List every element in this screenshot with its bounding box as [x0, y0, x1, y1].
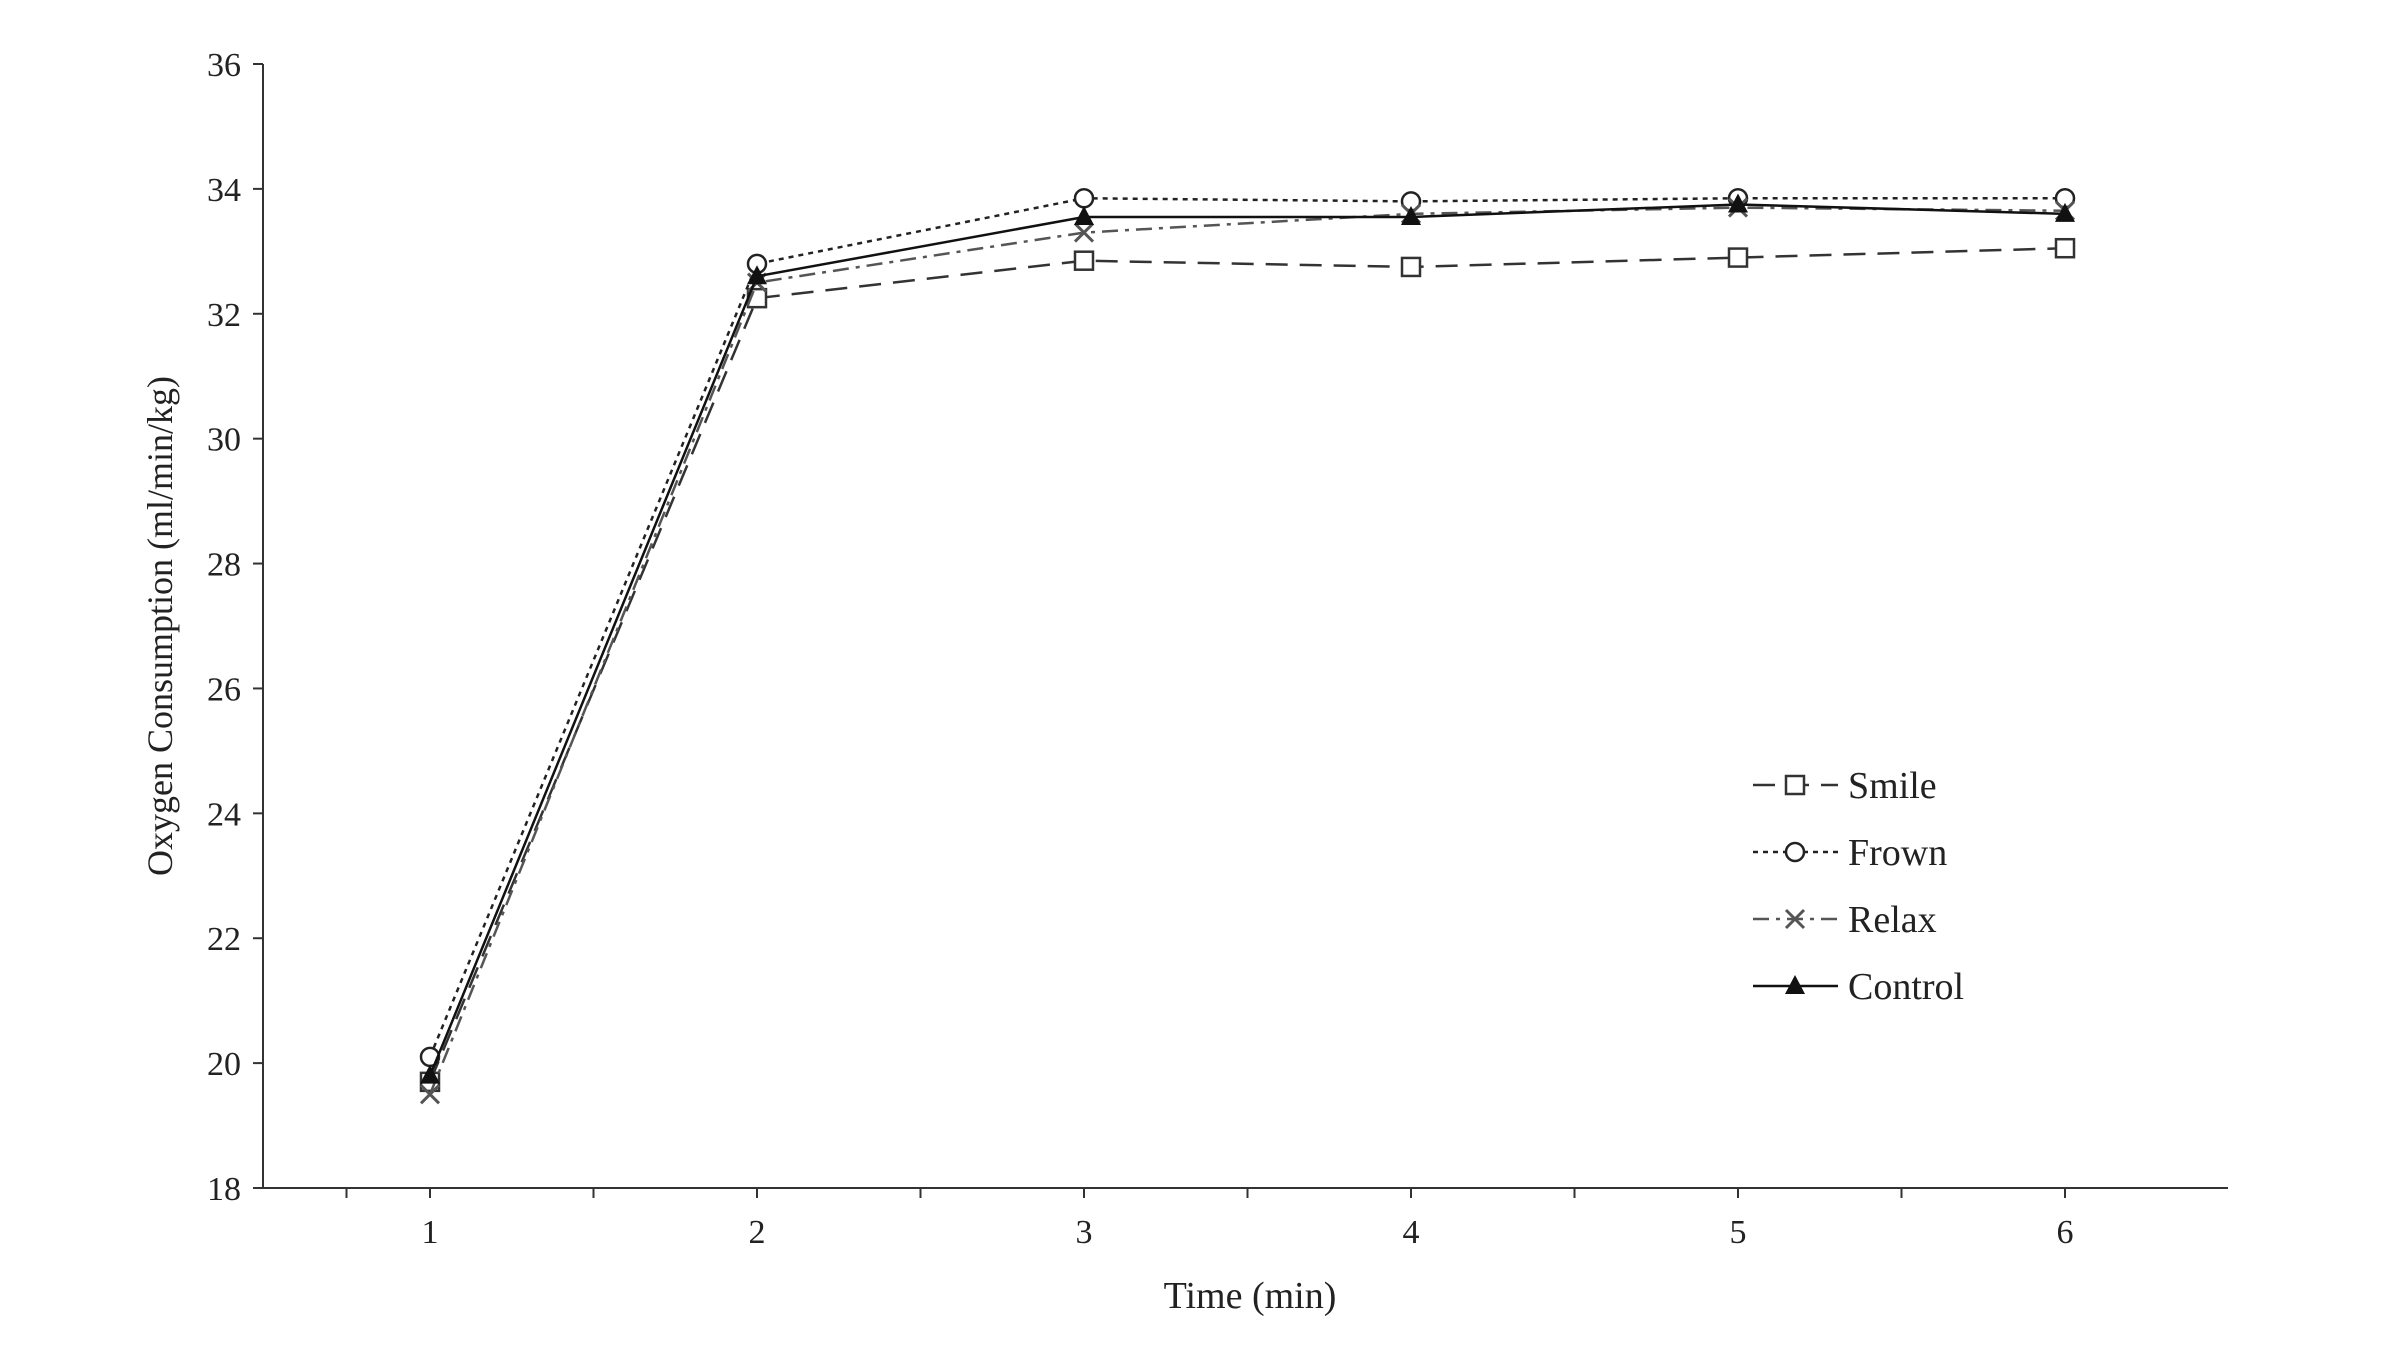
x-tick-label: 1 — [422, 1214, 439, 1251]
triangle-marker — [1728, 193, 1748, 213]
series-line — [428, 197, 2065, 1058]
legend: Smile Frown Relax Control — [1753, 765, 1964, 1008]
x-tick-label: 6 — [2057, 1214, 2074, 1251]
y-tick-label: 22 — [207, 921, 241, 958]
series-control — [420, 193, 2075, 1084]
series-relax — [419, 197, 2076, 1105]
triangle-marker — [420, 1064, 440, 1084]
x-axis-label: Time (min) — [1164, 1275, 1337, 1317]
legend-item-control: Control — [1753, 966, 1964, 1008]
square-marker — [1400, 256, 1422, 278]
y-tick-label: 36 — [207, 47, 241, 84]
triangle-marker — [2055, 202, 2075, 222]
square-marker — [2054, 237, 2076, 259]
square-marker — [1727, 247, 1749, 268]
x-tick-label: 4 — [1403, 1214, 1420, 1251]
y-tick-label: 20 — [207, 1046, 241, 1083]
legend-item-frown: Frown — [1753, 832, 1947, 874]
y-tick-label: 26 — [207, 671, 241, 708]
x-tick-label: 2 — [749, 1214, 766, 1251]
legend-item-smile: Smile — [1753, 765, 1937, 807]
x-tick-label: 5 — [1730, 1214, 1747, 1251]
x-marker — [1784, 908, 1806, 930]
circle-marker — [1784, 841, 1806, 863]
y-tick-label: 18 — [207, 1171, 241, 1208]
legend-label: Relax — [1848, 899, 1937, 941]
legend-label: Smile — [1848, 765, 1937, 807]
series-group — [419, 188, 2076, 1105]
square-marker — [1784, 774, 1806, 796]
y-tick-label: 30 — [207, 422, 241, 459]
triangle-marker — [747, 265, 767, 285]
series-line — [428, 203, 2066, 1077]
series-line — [428, 206, 2066, 1095]
y-tick-label: 24 — [207, 796, 241, 833]
legend-label: Frown — [1848, 832, 1947, 874]
triangle-marker — [1785, 975, 1805, 994]
series-line — [428, 246, 2066, 1083]
square-marker — [1073, 250, 1095, 271]
x-marker — [1073, 222, 1095, 243]
series-smile — [419, 237, 2076, 1093]
triangle-marker — [1401, 205, 1421, 225]
x-tick-label: 3 — [1076, 1214, 1093, 1251]
y-tick-label: 28 — [207, 547, 241, 584]
circle-marker — [1073, 188, 1095, 209]
triangle-marker — [1074, 205, 1094, 225]
legend-item-relax: Relax — [1753, 899, 1937, 941]
y-axis-label: Oxygen Consumption (ml/min/kg) — [140, 376, 180, 876]
legend-label: Control — [1848, 966, 1964, 1008]
y-tick-label: 32 — [207, 297, 241, 334]
x-marker — [419, 1084, 441, 1105]
series-frown — [419, 188, 2076, 1068]
y-tick-label: 34 — [207, 172, 241, 209]
